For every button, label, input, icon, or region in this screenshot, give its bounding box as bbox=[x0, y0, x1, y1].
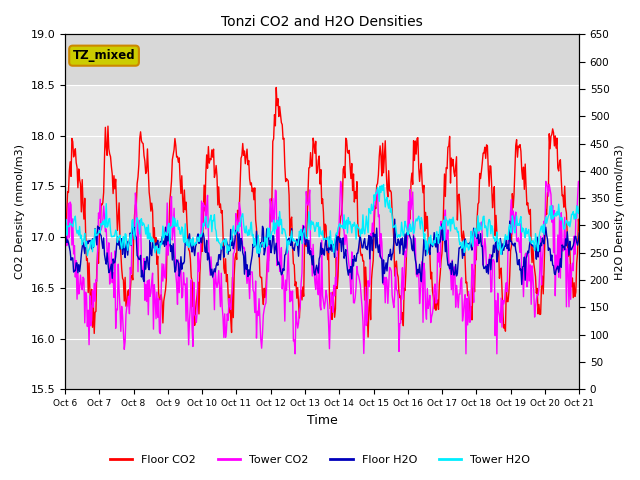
Title: Tonzi CO2 and H2O Densities: Tonzi CO2 and H2O Densities bbox=[221, 15, 423, 29]
Y-axis label: CO2 Density (mmol/m3): CO2 Density (mmol/m3) bbox=[15, 144, 25, 279]
Y-axis label: H2O Density (mmol/m3): H2O Density (mmol/m3) bbox=[615, 144, 625, 280]
Legend: Floor CO2, Tower CO2, Floor H2O, Tower H2O: Floor CO2, Tower CO2, Floor H2O, Tower H… bbox=[105, 451, 535, 469]
Bar bbox=[65, 85, 579, 186]
X-axis label: Time: Time bbox=[307, 414, 337, 427]
Text: TZ_mixed: TZ_mixed bbox=[73, 49, 136, 62]
